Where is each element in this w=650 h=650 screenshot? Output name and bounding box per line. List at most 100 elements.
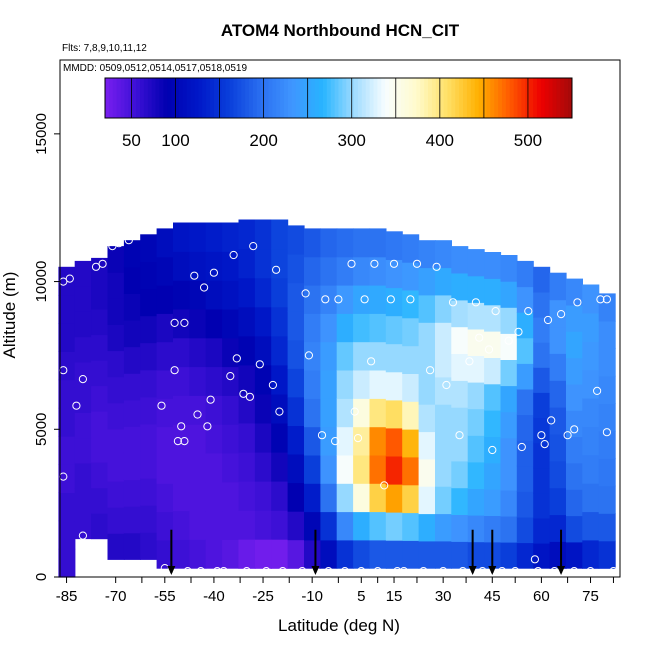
curtain-cell (451, 380, 469, 408)
curtain-cell (74, 387, 92, 413)
y-axis-label: Altitude (m) (0, 272, 19, 359)
curtain-cell (156, 370, 174, 399)
sample-point (426, 366, 435, 375)
sample-point (226, 372, 235, 381)
curtain-cell (566, 462, 583, 490)
curtain-cell (156, 454, 174, 484)
curtain-cell (123, 373, 141, 401)
curtain-cell (140, 478, 158, 506)
curtain-cell (533, 266, 551, 293)
curtain-cell (598, 513, 616, 542)
curtain-cell (549, 460, 567, 489)
sample-point (530, 555, 540, 564)
colorbar-swatch (108, 78, 114, 118)
colorbar-swatch (284, 78, 289, 118)
curtain-cell (353, 398, 371, 428)
sample-point (177, 422, 186, 431)
curtain-cell (222, 280, 240, 310)
curtain-cell (582, 426, 600, 456)
curtain-cell (140, 369, 158, 398)
curtain-cell (287, 511, 305, 541)
curtain-cell (435, 458, 452, 487)
curtain-cell (222, 308, 240, 339)
colorbar-tick-label: 200 (249, 131, 277, 150)
curtain-cell (549, 433, 567, 462)
colorbar-swatch (564, 78, 569, 118)
colorbar-swatch (221, 78, 227, 118)
curtain-cell (74, 336, 92, 363)
curtain-cell (287, 425, 305, 455)
curtain-cell (402, 540, 420, 569)
colorbar-swatch (478, 78, 483, 118)
curtain-cell (484, 436, 502, 464)
curtain-cell (369, 426, 387, 456)
curtain-cell (254, 539, 272, 569)
y-tick-label: 10000 (33, 261, 50, 303)
curtain-cell (484, 252, 502, 279)
flight-arrow-head (557, 566, 566, 575)
colorbar-swatch (194, 78, 199, 118)
curtain-cell (205, 222, 223, 252)
curtain-cell (107, 376, 125, 404)
curtain-cell (353, 256, 371, 286)
curtain-cell (304, 539, 321, 569)
sample-point (570, 567, 579, 576)
curtain-cell (467, 488, 485, 516)
colorbar-swatch (264, 78, 269, 118)
sample-point (550, 567, 559, 576)
curtain-cell (369, 313, 387, 343)
curtain-cell (287, 368, 305, 398)
curtain-cell (107, 454, 125, 482)
curtain-cell (402, 373, 420, 402)
curtain-cell (467, 302, 485, 330)
curtain-cell (353, 313, 371, 343)
curtain-cell (402, 262, 420, 291)
sample-point (576, 250, 585, 260)
curtain-cell (451, 353, 469, 381)
curtain-cell (205, 539, 223, 569)
sample-point (324, 567, 333, 576)
curtain-cell (205, 308, 223, 339)
colorbar-swatch (474, 78, 480, 118)
curtain-cell (140, 423, 158, 452)
sample-point (213, 567, 222, 576)
curtain-cell (205, 424, 223, 454)
curtain-cell (320, 539, 338, 569)
sample-point (229, 250, 238, 260)
colorbar-swatch (245, 78, 250, 118)
colorbar-swatch (338, 78, 343, 118)
curtain-cell (549, 272, 567, 301)
sample-point (540, 440, 549, 449)
curtain-cell (222, 481, 240, 512)
curtain-cell (205, 452, 223, 483)
curtain-cell (566, 304, 583, 332)
colorbar-swatch (505, 78, 511, 118)
sample-point (488, 445, 497, 455)
colorbar-swatch (486, 78, 491, 118)
sample-point (288, 215, 297, 224)
curtain-cell (435, 294, 452, 323)
curtain-cell (173, 395, 190, 425)
sample-point (563, 431, 572, 440)
curtain-cell (123, 293, 141, 321)
curtain-cell (304, 483, 321, 513)
colorbar-swatch (490, 78, 495, 118)
sample-point (602, 295, 612, 304)
curtain-cell (238, 219, 256, 250)
colorbar-swatch (369, 78, 375, 118)
colorbar-swatch (112, 78, 118, 118)
curtain-cell (418, 540, 436, 569)
sample-point (193, 410, 202, 419)
curtain-cell (238, 539, 256, 569)
curtain-cell (189, 481, 207, 512)
sample-point (570, 425, 579, 434)
curtain-cell (156, 511, 174, 541)
curtain-cell (336, 426, 354, 456)
curtain-cell (287, 396, 305, 426)
curtain-cell (484, 304, 502, 332)
colorbar-swatch (280, 78, 285, 118)
colorbar-swatch (326, 78, 332, 118)
curtain-cell (320, 313, 338, 343)
sample-point (380, 481, 389, 490)
